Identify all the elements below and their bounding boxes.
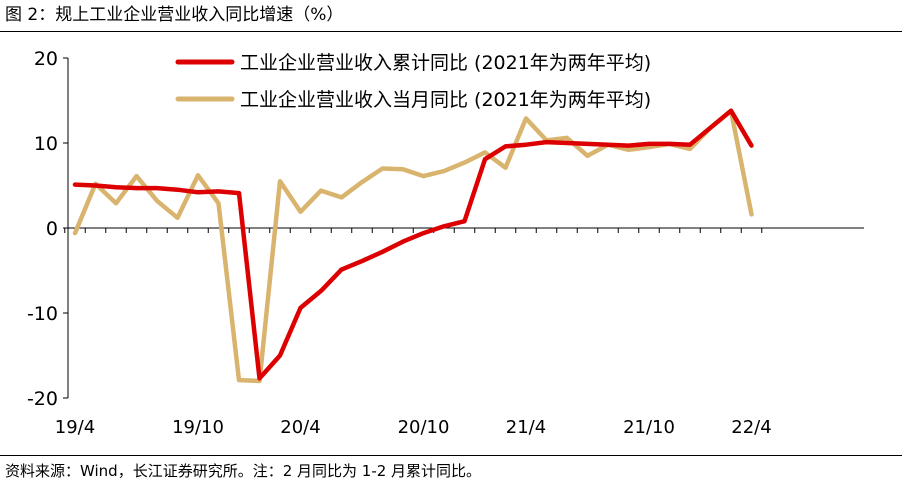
y-tick-label: 0: [46, 218, 58, 240]
x-tick-label: 20/4: [280, 417, 320, 438]
bottom-rule: [0, 455, 902, 456]
legend-label-monthly: 工业企业营业收入当月同比 (2021年为两年平均): [240, 89, 651, 111]
y-tick-label: -10: [27, 303, 58, 325]
y-tick-label: 10: [34, 133, 58, 155]
y-tick-label: 20: [34, 48, 58, 70]
top-rule: [0, 31, 902, 32]
series-line-cumulative: [72, 108, 754, 381]
y-tick-label: -20: [27, 388, 58, 410]
x-tick-label: 19/4: [55, 417, 95, 438]
source-note: 资料来源：Wind，长江证券研究所。注：2 月同比为 1-2 月累计同比。: [5, 462, 482, 480]
x-tick-label: 20/10: [398, 417, 450, 438]
legend-label-cumulative: 工业企业营业收入累计同比 (2021年为两年平均): [240, 52, 651, 74]
x-tick-label: 21/4: [506, 417, 546, 438]
x-tick-label: 19/10: [172, 417, 224, 438]
series-line-monthly: [72, 108, 754, 384]
figure-title: 图 2：规上工业企业营业收入同比增速（%）: [5, 5, 344, 25]
x-tick-label: 21/10: [623, 417, 675, 438]
x-tick-label: 22/4: [731, 417, 771, 438]
